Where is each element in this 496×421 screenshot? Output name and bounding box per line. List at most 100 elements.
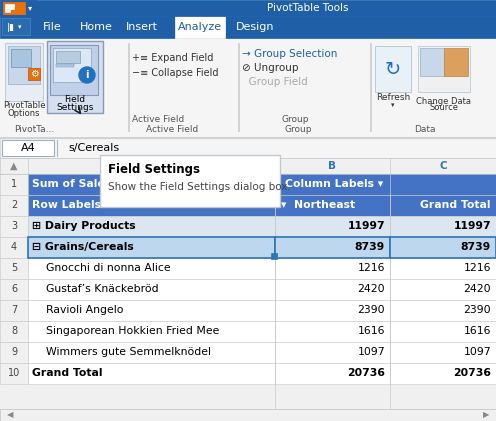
Text: 10: 10 — [8, 368, 20, 378]
Bar — [56, 51, 80, 63]
Bar — [390, 363, 496, 384]
Circle shape — [79, 67, 95, 83]
Text: Field Settings: Field Settings — [108, 163, 200, 176]
Bar — [28, 321, 275, 342]
Bar — [47, 41, 103, 113]
Bar — [2, 140, 54, 156]
Bar — [100, 155, 280, 207]
Bar — [390, 342, 496, 363]
Text: Gustaf’s Knäckebröd: Gustaf’s Knäckebröd — [32, 284, 159, 294]
Text: 2390: 2390 — [463, 305, 491, 315]
Bar — [390, 279, 496, 300]
Bar — [0, 138, 496, 158]
Bar — [28, 216, 275, 237]
Text: 2420: 2420 — [358, 284, 385, 294]
Bar — [390, 237, 496, 258]
Bar — [28, 258, 275, 279]
Text: 8739: 8739 — [461, 242, 491, 252]
Text: 9: 9 — [11, 347, 17, 357]
Bar — [275, 363, 390, 384]
Bar — [0, 216, 28, 237]
Text: Source: Source — [430, 104, 458, 112]
Bar — [275, 195, 390, 216]
Text: A: A — [148, 161, 154, 171]
Text: File: File — [43, 22, 62, 32]
Text: ▲: ▲ — [10, 161, 18, 171]
Text: 1616: 1616 — [358, 326, 385, 336]
Text: Singaporean Hokkien Fried Mee: Singaporean Hokkien Fried Mee — [32, 326, 219, 336]
Text: 11997: 11997 — [453, 221, 491, 231]
Text: → Group Selection: → Group Selection — [242, 49, 337, 59]
Text: C: C — [439, 161, 447, 171]
Text: 2: 2 — [11, 200, 17, 210]
Text: ⊘ Ungroup: ⊘ Ungroup — [242, 63, 299, 73]
Text: PivotTable: PivotTable — [3, 101, 45, 110]
Bar — [275, 216, 390, 237]
Text: Show the Field Settings dialog box.: Show the Field Settings dialog box. — [108, 182, 291, 192]
Bar — [28, 68, 40, 80]
Bar — [28, 300, 275, 321]
Text: |▮: |▮ — [7, 22, 15, 32]
Text: 20736: 20736 — [347, 368, 385, 378]
Bar — [5, 43, 43, 101]
Bar — [275, 342, 390, 363]
Text: Wimmers gute Semmelknödel: Wimmers gute Semmelknödel — [32, 347, 211, 357]
Text: 2390: 2390 — [358, 305, 385, 315]
Bar — [0, 321, 28, 342]
Bar — [28, 237, 275, 258]
Text: −≡ Collapse Field: −≡ Collapse Field — [132, 68, 219, 78]
Bar — [175, 16, 225, 38]
Bar — [0, 258, 28, 279]
Text: Ravioli Angelo: Ravioli Angelo — [32, 305, 124, 315]
Bar — [238, 43, 239, 131]
Text: 1616: 1616 — [463, 326, 491, 336]
Text: ▶: ▶ — [483, 410, 489, 419]
Text: Analyze: Analyze — [178, 22, 222, 32]
Text: Change Data: Change Data — [417, 96, 472, 106]
Bar — [0, 342, 28, 363]
Text: 11997: 11997 — [347, 221, 385, 231]
Text: B: B — [328, 161, 336, 171]
Bar — [420, 48, 444, 76]
Bar — [2, 18, 30, 35]
Text: 1216: 1216 — [358, 263, 385, 273]
Bar — [444, 48, 468, 76]
Bar — [418, 46, 470, 92]
Bar — [275, 237, 390, 258]
Bar — [28, 195, 275, 216]
Text: Group: Group — [284, 125, 312, 134]
Text: s/Cereals: s/Cereals — [68, 143, 119, 153]
Text: i: i — [85, 70, 89, 80]
Bar — [0, 363, 28, 384]
Text: PivotTa...: PivotTa... — [14, 125, 54, 134]
Text: +≡ Expand Field: +≡ Expand Field — [132, 53, 213, 63]
Bar — [390, 321, 496, 342]
Text: Active Field: Active Field — [132, 115, 184, 125]
Text: 4: 4 — [11, 242, 17, 252]
Text: ⊟ Grains/Cereals: ⊟ Grains/Cereals — [32, 242, 134, 252]
Text: 1216: 1216 — [463, 263, 491, 273]
Bar — [0, 300, 28, 321]
Text: Design: Design — [236, 22, 274, 32]
Text: Gnocchi di nonna Alice: Gnocchi di nonna Alice — [32, 263, 171, 273]
Bar — [390, 195, 496, 216]
Text: ⚙: ⚙ — [30, 69, 38, 79]
Text: ⊞ Dairy Products: ⊞ Dairy Products — [32, 221, 135, 231]
Text: 1097: 1097 — [463, 347, 491, 357]
Text: Row Labels: Row Labels — [32, 200, 101, 210]
Text: Sum of Sales: Sum of Sales — [32, 179, 111, 189]
Text: Settings: Settings — [57, 104, 94, 112]
Text: 8: 8 — [11, 326, 17, 336]
Bar — [275, 237, 390, 258]
Text: ▾: ▾ — [28, 3, 32, 13]
Bar — [28, 279, 275, 300]
Bar — [3, 2, 25, 14]
Text: Options: Options — [8, 109, 40, 117]
Bar — [0, 38, 496, 138]
Bar — [11, 49, 31, 67]
Bar — [5, 4, 14, 9]
Text: 8739: 8739 — [355, 242, 385, 252]
Bar — [50, 45, 98, 95]
Bar — [0, 174, 28, 195]
Text: Home: Home — [79, 22, 113, 32]
